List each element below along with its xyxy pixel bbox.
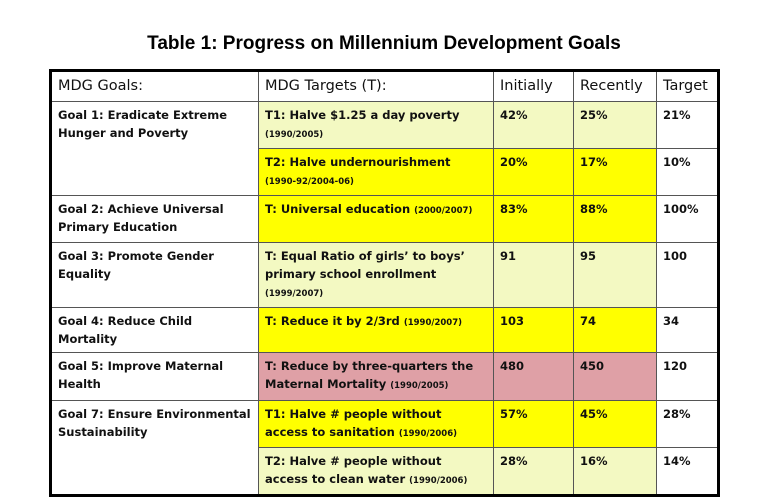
- initially-cell: 480: [493, 352, 574, 401]
- target-years: (1990/2006): [409, 476, 468, 486]
- header-targets: MDG Targets (T):: [258, 70, 494, 102]
- table-row: Goal 5: Improve Maternal Health T: Reduce…: [50, 352, 719, 401]
- header-row: MDG Goals: MDG Targets (T): Initially Re…: [50, 70, 719, 102]
- table-row: Goal 4: Reduce Child Mortality T: Reduce …: [50, 307, 719, 353]
- target-text: T1: Halve $1.25 a day poverty: [265, 108, 460, 122]
- target-value-cell: 100%: [656, 195, 719, 243]
- goal-cell: Goal 1: Eradicate Extreme Hunger and Pov…: [50, 101, 259, 196]
- target-years: (1999/2007): [265, 289, 324, 299]
- target-text: T: Reduce it by 2/3rd: [265, 314, 400, 328]
- target-value-cell: 34: [656, 307, 719, 353]
- initially-cell: 20%: [493, 148, 574, 196]
- header-initially: Initially: [493, 70, 574, 102]
- target-cell: T: Reduce by three-quarters the Maternal…: [258, 352, 494, 401]
- recently-cell: 74: [573, 307, 657, 353]
- goal-cell: Goal 4: Reduce Child Mortality: [50, 307, 259, 353]
- recently-cell: 88%: [573, 195, 657, 243]
- target-value-cell: 10%: [656, 148, 719, 196]
- target-value-cell: 120: [656, 352, 719, 401]
- target-years: (2000/2007): [414, 206, 473, 216]
- mdg-table: MDG Goals: MDG Targets (T): Initially Re…: [49, 69, 720, 497]
- target-years: (1990/2005): [390, 381, 449, 391]
- target-years: (1990/2007): [403, 318, 463, 328]
- target-years: (1990/2005): [265, 130, 324, 140]
- header-target: Target: [656, 70, 719, 102]
- target-value-cell: 14%: [656, 447, 719, 496]
- target-years: (1990-92/2004-06): [265, 177, 354, 187]
- table-row: Goal 3: Promote Gender Equality T: Equal …: [50, 242, 719, 308]
- initially-cell: 42%: [493, 101, 574, 149]
- target-cell: T: Equal Ratio of girls’ to boys’ primar…: [258, 242, 494, 308]
- table-title: Table 1: Progress on Millennium Developm…: [147, 33, 621, 54]
- initially-cell: 103: [493, 307, 574, 353]
- target-cell: T2: Halve # people without access to cle…: [258, 447, 494, 496]
- goal-cell: Goal 3: Promote Gender Equality: [50, 242, 259, 308]
- recently-cell: 25%: [573, 101, 657, 149]
- initially-cell: 83%: [493, 195, 574, 243]
- recently-cell: 16%: [573, 447, 657, 496]
- target-text: T: Reduce by three-quarters the Maternal…: [265, 359, 474, 391]
- header-goals: MDG Goals:: [50, 70, 259, 102]
- target-value-cell: 21%: [656, 101, 719, 149]
- initially-cell: 91: [493, 242, 574, 308]
- target-value-cell: 28%: [656, 400, 719, 448]
- goal-cell: Goal 7: Ensure Environmental Sustainabil…: [50, 400, 259, 496]
- target-years: (1990/2006): [398, 429, 458, 439]
- recently-cell: 17%: [573, 148, 657, 196]
- initially-cell: 28%: [493, 447, 574, 496]
- target-text: T: Equal Ratio of girls’ to boys’ primar…: [265, 249, 465, 281]
- table-row: Goal 2: Achieve Universal Primary Educat…: [50, 195, 719, 243]
- target-cell: T2: Halve undernourishment (1990-92/2004-…: [258, 148, 494, 196]
- target-cell: T1: Halve # people without access to san…: [258, 400, 494, 448]
- initially-cell: 57%: [493, 400, 574, 448]
- target-cell: T1: Halve $1.25 a day poverty (1990/2005): [258, 101, 494, 149]
- target-value-cell: 100: [656, 242, 719, 308]
- table-row: Goal 1: Eradicate Extreme Hunger and Pov…: [50, 101, 719, 196]
- recently-cell: 45%: [573, 400, 657, 448]
- table-row: Goal 7: Ensure Environmental Sustainabil…: [50, 400, 719, 496]
- header-recently: Recently: [573, 70, 657, 102]
- target-cell: T: Reduce it by 2/3rd (1990/2007): [258, 307, 494, 353]
- goal-cell: Goal 5: Improve Maternal Health: [50, 352, 259, 401]
- recently-cell: 95: [573, 242, 657, 308]
- target-text: T: Universal education: [265, 202, 411, 216]
- goal-cell: Goal 2: Achieve Universal Primary Educat…: [50, 195, 259, 243]
- recently-cell: 450: [573, 352, 657, 401]
- target-text: T2: Halve undernourishment: [265, 155, 451, 169]
- target-text: T1: Halve # people without access to san…: [265, 407, 442, 439]
- target-cell: T: Universal education (2000/2007): [258, 195, 494, 243]
- table-row: T2: Halve undernourishment (1990-92/2004-…: [51, 148, 719, 196]
